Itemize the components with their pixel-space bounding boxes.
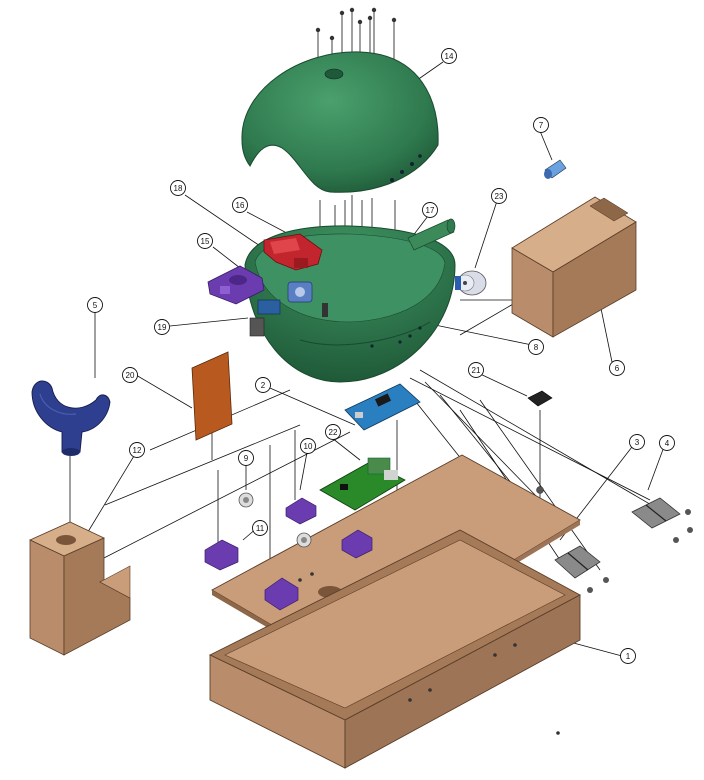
callout-23: 23: [491, 188, 507, 204]
callout-17: 17: [422, 202, 438, 218]
right-hinge-lower: [554, 545, 609, 593]
small-roller-part: [544, 159, 567, 179]
callout-label: 12: [133, 446, 142, 455]
callout-label: 3: [635, 438, 640, 447]
top-shell-hemisphere: [241, 51, 439, 193]
stepper-motor: [455, 270, 487, 296]
callout-circle: [252, 520, 268, 536]
callout-circle: [197, 233, 213, 249]
callout-label: 7: [539, 121, 544, 130]
callout-label: 6: [615, 364, 620, 373]
right-hinge-upper: [631, 497, 693, 543]
callout-20: 20: [122, 367, 138, 383]
inner-components: [257, 281, 328, 317]
callout-label: 11: [256, 524, 265, 533]
arduino-board: [344, 383, 421, 431]
callout-1: 1: [620, 648, 636, 664]
purple-brackets: [204, 497, 373, 611]
callout-label: 19: [158, 323, 167, 332]
callout-circle: [129, 442, 145, 458]
callout-circle: [609, 360, 625, 376]
callout-label: 8: [534, 343, 539, 352]
callout-circle: [154, 319, 170, 335]
callout-label: 21: [472, 366, 481, 375]
green-pcb-board: [319, 457, 406, 511]
callout-12: 12: [129, 442, 145, 458]
callout-11: 11: [252, 520, 268, 536]
callout-label: 9: [244, 454, 249, 463]
callout-label: 5: [93, 301, 98, 310]
callout-2: 2: [255, 377, 271, 393]
callout-circle: [629, 434, 645, 450]
callout-circle: [491, 188, 507, 204]
top-screws: [315, 7, 397, 41]
purple-mount-part: [207, 265, 265, 305]
callout-22: 22: [325, 424, 341, 440]
callout-circle: [122, 367, 138, 383]
callout-circle: [87, 297, 103, 313]
callout-label: 14: [445, 52, 454, 61]
navy-yoke-part: [31, 380, 111, 456]
callout-circle: [528, 339, 544, 355]
callout-label: 18: [174, 184, 183, 193]
callout-circle: [300, 438, 316, 454]
red-bracket-part: [263, 233, 323, 271]
callout-label: 20: [126, 371, 135, 380]
copper-pcb-plate: [191, 351, 233, 441]
callout-circle: [468, 362, 484, 378]
callout-6: 6: [609, 360, 625, 376]
wood-block-right: [511, 196, 637, 338]
callout-4: 4: [659, 435, 675, 451]
callout-circle: [232, 197, 248, 213]
callout-9: 9: [238, 450, 254, 466]
discs: [238, 492, 312, 548]
callout-7: 7: [533, 117, 549, 133]
callout-circle: [620, 648, 636, 664]
small-connector-21: [527, 390, 553, 407]
callout-label: 10: [304, 442, 313, 451]
callout-14: 14: [441, 48, 457, 64]
callout-label: 22: [329, 428, 338, 437]
callout-16: 16: [232, 197, 248, 213]
callout-label: 17: [426, 206, 435, 215]
callout-3: 3: [629, 434, 645, 450]
callout-label: 2: [261, 381, 266, 390]
wood-box-base: [208, 529, 581, 769]
wood-l-block: [29, 521, 131, 656]
callout-circle: [170, 180, 186, 196]
callout-circle: [441, 48, 457, 64]
callout-circle: [325, 424, 341, 440]
callout-label: 15: [201, 237, 210, 246]
callout-label: 23: [495, 192, 504, 201]
callout-19: 19: [154, 319, 170, 335]
callout-label: 16: [236, 201, 245, 210]
callout-circle: [238, 450, 254, 466]
callout-label: 4: [665, 439, 670, 448]
callout-5: 5: [87, 297, 103, 313]
callout-circle: [422, 202, 438, 218]
callout-8: 8: [528, 339, 544, 355]
callout-circle: [255, 377, 271, 393]
callout-18: 18: [170, 180, 186, 196]
callout-circle: [533, 117, 549, 133]
callout-circle: [659, 435, 675, 451]
callout-label: 1: [626, 652, 631, 661]
callout-10: 10: [300, 438, 316, 454]
callout-15: 15: [197, 233, 213, 249]
callout-21: 21: [468, 362, 484, 378]
